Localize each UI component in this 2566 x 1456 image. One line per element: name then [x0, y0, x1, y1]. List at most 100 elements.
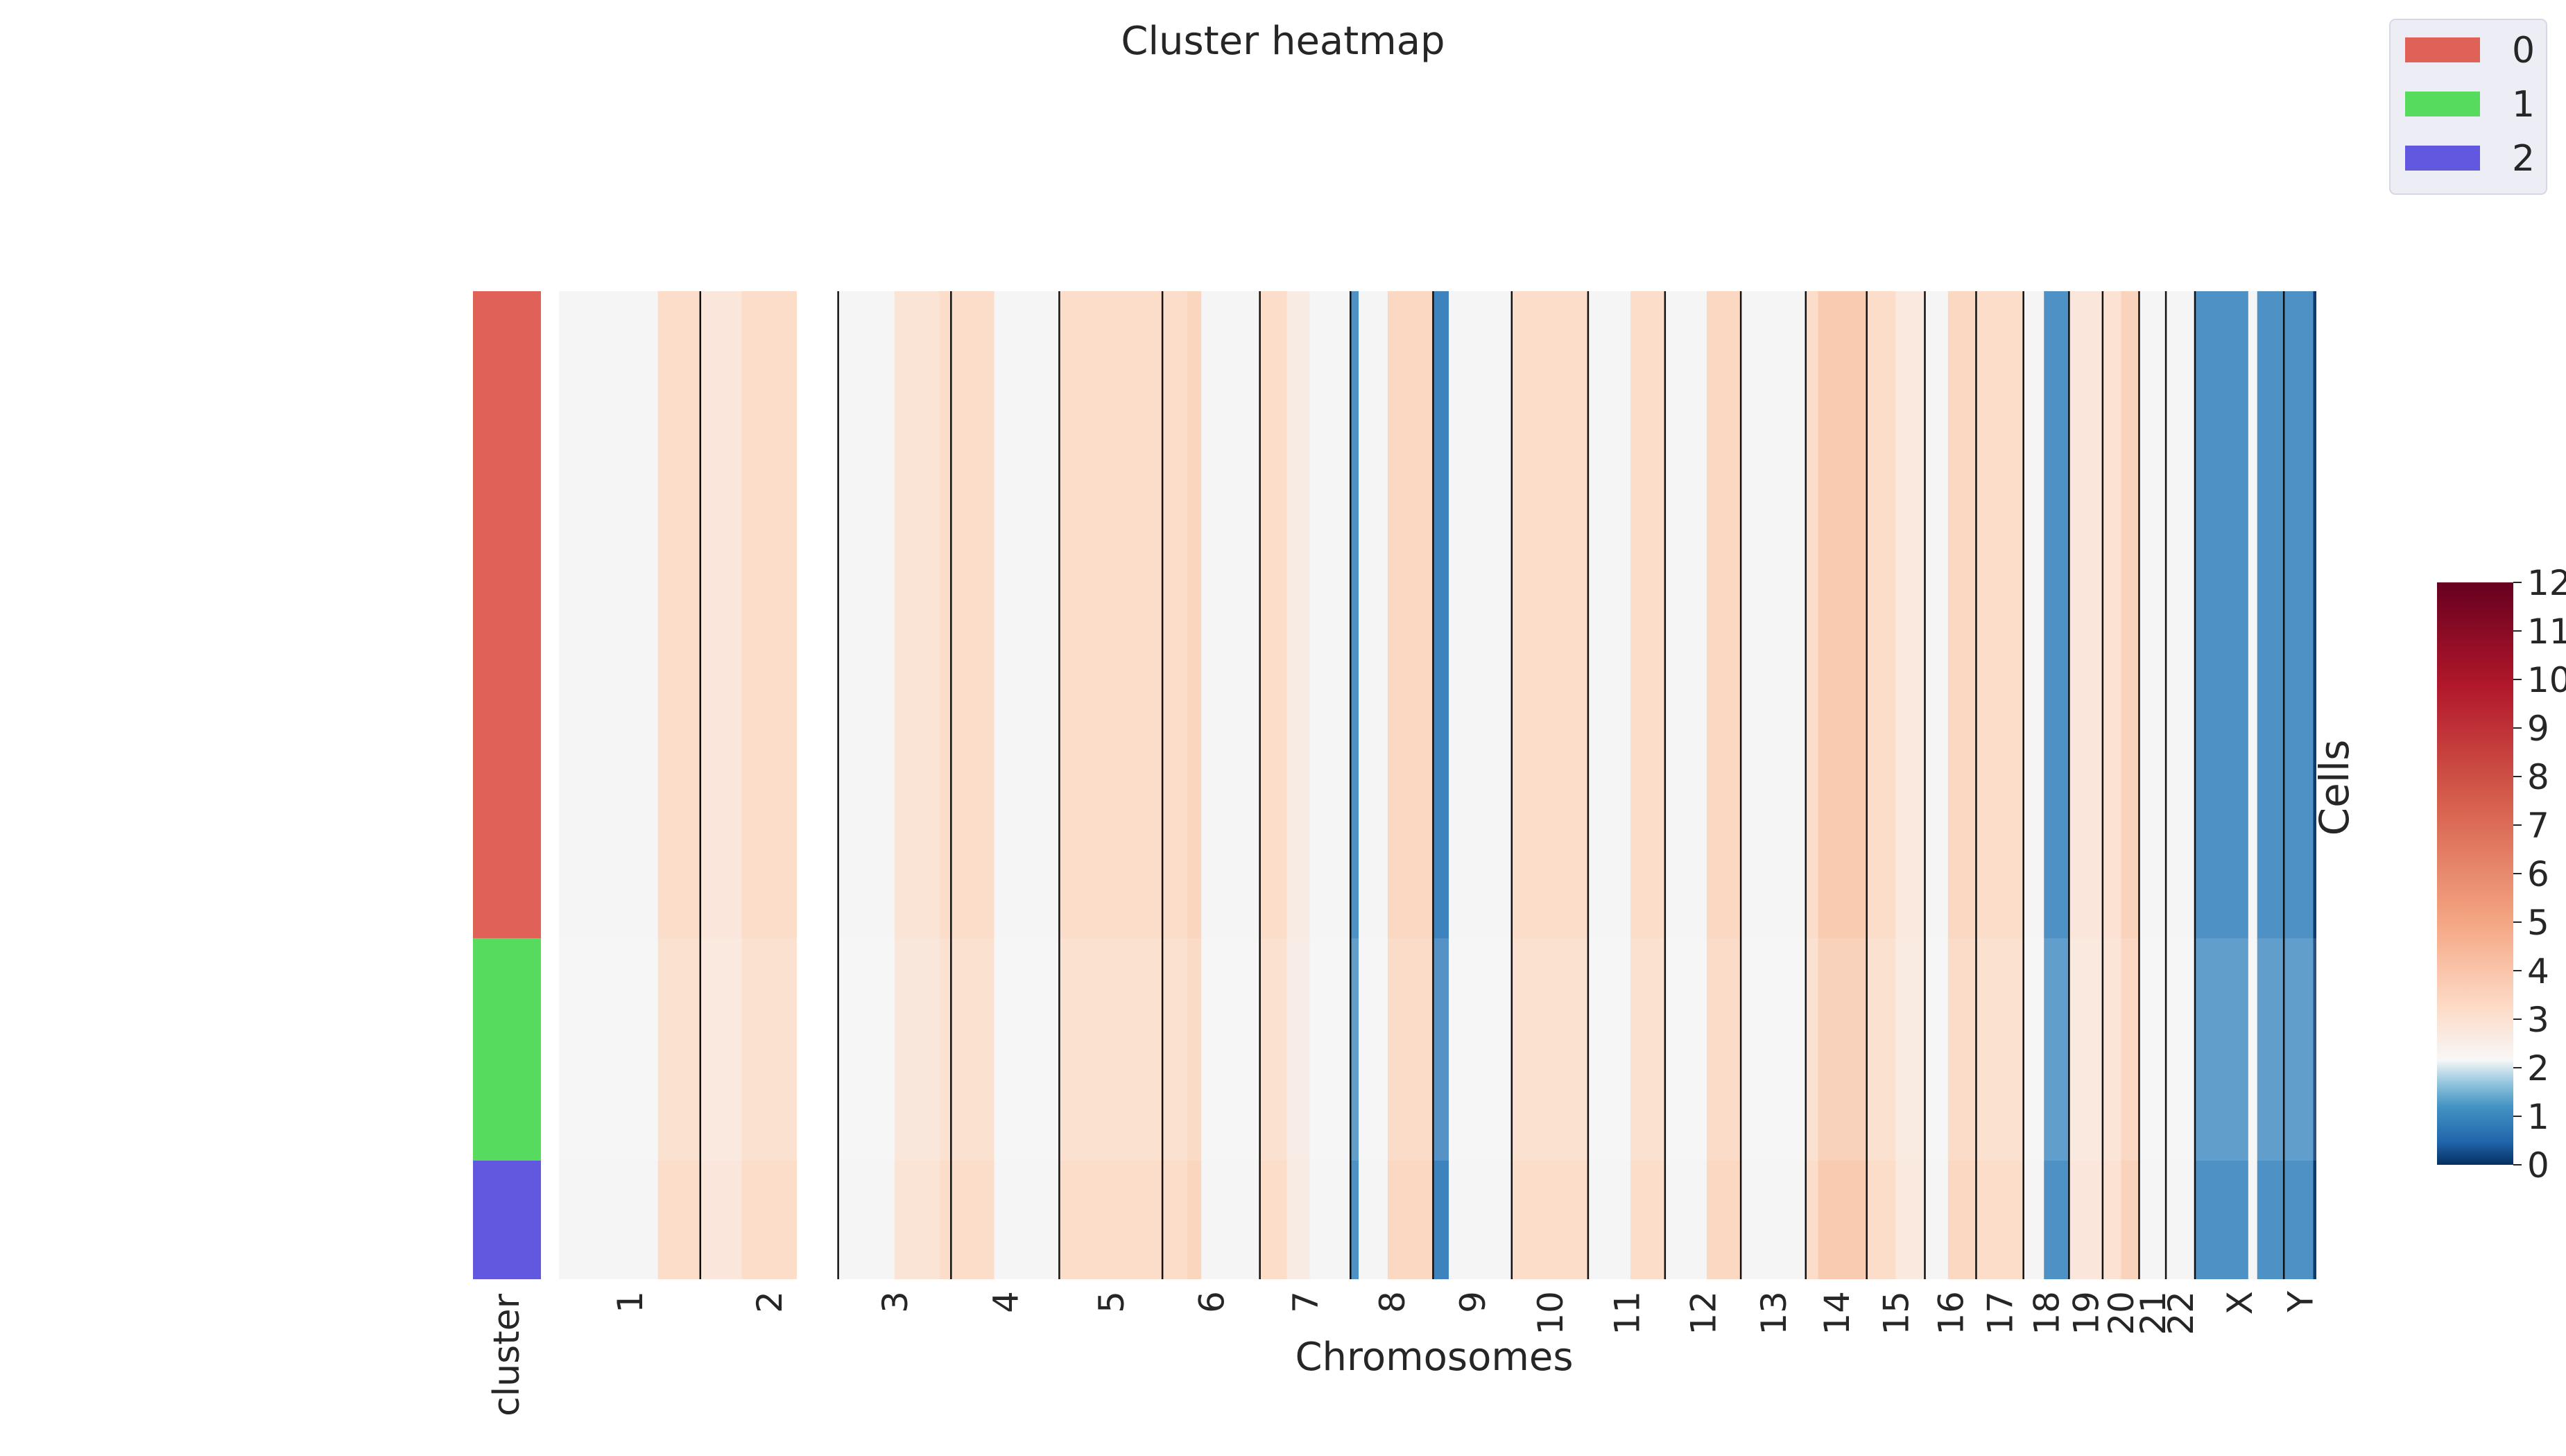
colorbar-tick-label: 3	[2527, 1000, 2549, 1040]
legend-label-0: 0	[2512, 30, 2535, 71]
chr-20-cluster1-overlay	[2102, 938, 2139, 1161]
chr-5-cluster1-overlay	[1059, 938, 1163, 1161]
x-tick-label: 19	[2067, 1291, 2107, 1335]
legend-label-1: 1	[2512, 84, 2535, 125]
chr-22-segment-0	[2166, 291, 2195, 1279]
chr-6-segment-0	[1162, 291, 1187, 1279]
chr-19-segment-0	[2069, 291, 2103, 1279]
chr-15-segment-0	[1866, 291, 1896, 1279]
chr-16-segment-1	[1947, 291, 1977, 1279]
legend-swatch-2	[2405, 146, 2480, 171]
chr-11-cluster1-overlay	[1587, 938, 1665, 1161]
chr-20-segment-1	[2121, 291, 2139, 1279]
x-tick-label: 4	[985, 1291, 1026, 1313]
chr-18-segment-0	[2023, 291, 2044, 1279]
chr-17-cluster1-overlay	[1976, 938, 2024, 1161]
chart-title: Cluster heatmap	[1121, 19, 1445, 64]
x-tick-label: 3	[875, 1291, 915, 1313]
chr-13-segment-0	[1741, 291, 1806, 1279]
chr-5-segment-0	[1059, 291, 1163, 1279]
chr-22-cluster1-overlay	[2166, 938, 2195, 1161]
x-tick-label: 17	[1981, 1291, 2021, 1335]
chr-19-cluster1-overlay	[2069, 938, 2103, 1161]
chr-4-segment-0	[951, 291, 994, 1279]
chr-9-cluster1-overlay	[1433, 938, 1512, 1161]
chr-2-cluster1-overlay	[700, 938, 838, 1161]
chr-3-cluster1-overlay	[838, 938, 952, 1161]
chr-2-segment-0	[700, 291, 742, 1279]
chr-16-segment-0	[1924, 291, 1948, 1279]
chr-1-cluster1-overlay	[559, 938, 700, 1161]
colorbar-tick-label: 8	[2527, 757, 2549, 797]
chr-8-segment-2	[1387, 291, 1433, 1279]
chr-14-cluster1-overlay	[1805, 938, 1867, 1161]
chr-X-segment-0	[2194, 291, 2248, 1279]
legend-swatch-1	[2405, 92, 2480, 116]
x-tick-label: 10	[1531, 1291, 1571, 1335]
colorbar-tick-label: 0	[2527, 1145, 2549, 1186]
x-tick-label: 11	[1607, 1291, 1647, 1335]
chr-Y-segment-0	[2284, 291, 2314, 1279]
cluster-bar	[473, 291, 541, 1279]
x-tick-label: X	[2220, 1291, 2260, 1315]
x-tick-label: 15	[1877, 1291, 1917, 1335]
cluster-band-1	[473, 938, 541, 1161]
cluster-band-2	[473, 1161, 541, 1279]
chr-X-segment-2	[2257, 291, 2284, 1279]
chr-3-segment-0	[838, 291, 895, 1279]
chr-X-cluster1-overlay	[2194, 938, 2284, 1161]
chr-7-segment-1	[1286, 291, 1310, 1279]
cluster-band-0	[473, 291, 541, 939]
colorbar-tick-label: 2	[2527, 1048, 2549, 1089]
colorbar-tick-label: 6	[2527, 854, 2549, 894]
chr-21-cluster1-overlay	[2139, 938, 2167, 1161]
chr-Y-cluster1-overlay	[2284, 938, 2316, 1161]
legend-swatch-0	[2405, 37, 2480, 62]
x-tick-label: 9	[1453, 1291, 1493, 1313]
chr-12-cluster1-overlay	[1664, 938, 1741, 1161]
chr-3-segment-1	[894, 291, 940, 1279]
x-tick-label: 22	[2161, 1291, 2201, 1335]
chr-6-segment-2	[1201, 291, 1260, 1279]
chr-1-segment-1	[657, 291, 700, 1279]
colorbar-gradient	[2437, 582, 2513, 1165]
chr-16-cluster1-overlay	[1924, 938, 1977, 1161]
chr-17-segment-0	[1976, 291, 2024, 1279]
colorbar-tick-label: 9	[2527, 709, 2549, 749]
chr-15-cluster1-overlay	[1866, 938, 1925, 1161]
x-tick-label: 2	[750, 1291, 790, 1313]
chr-10-cluster1-overlay	[1511, 938, 1588, 1161]
x-tick-label: 16	[1931, 1291, 1971, 1335]
cluster-axis-label: cluster	[486, 1293, 528, 1416]
chr-12-segment-0	[1664, 291, 1707, 1279]
chr-14-segment-1	[1818, 291, 1867, 1279]
chr-11-segment-1	[1630, 291, 1665, 1279]
chr-1-segment-0	[559, 291, 658, 1279]
colorbar-tick-label: 10	[2527, 660, 2566, 700]
x-tick-label: 7	[1286, 1291, 1326, 1313]
legend: 0 1 2	[2389, 19, 2547, 195]
chr-3-segment-2	[940, 291, 952, 1279]
chr-8-cluster1-overlay	[1350, 938, 1433, 1161]
chr-18-segment-1	[2044, 291, 2069, 1279]
chr-4-segment-1	[994, 291, 1060, 1279]
chr-12-segment-1	[1706, 291, 1741, 1279]
x-tick-label: 8	[1372, 1291, 1413, 1313]
colorbar-tick-label: 5	[2527, 903, 2549, 943]
colorbar-tick-label: 7	[2527, 806, 2549, 846]
chr-11-segment-0	[1587, 291, 1630, 1279]
chr-7-cluster1-overlay	[1259, 938, 1351, 1161]
chr-7-segment-2	[1309, 291, 1351, 1279]
x-tick-label: 21	[2133, 1291, 2173, 1335]
chr-4-cluster1-overlay	[951, 938, 1060, 1161]
chr-9-segment-0	[1433, 291, 1449, 1279]
chr-6-segment-1	[1187, 291, 1202, 1279]
chr-13-cluster1-overlay	[1741, 938, 1806, 1161]
x-tick-label: 13	[1754, 1291, 1794, 1335]
x-axis-label: Chromosomes	[1295, 1335, 1573, 1380]
chr-10-segment-0	[1511, 291, 1588, 1279]
chr-14-segment-0	[1805, 291, 1818, 1279]
